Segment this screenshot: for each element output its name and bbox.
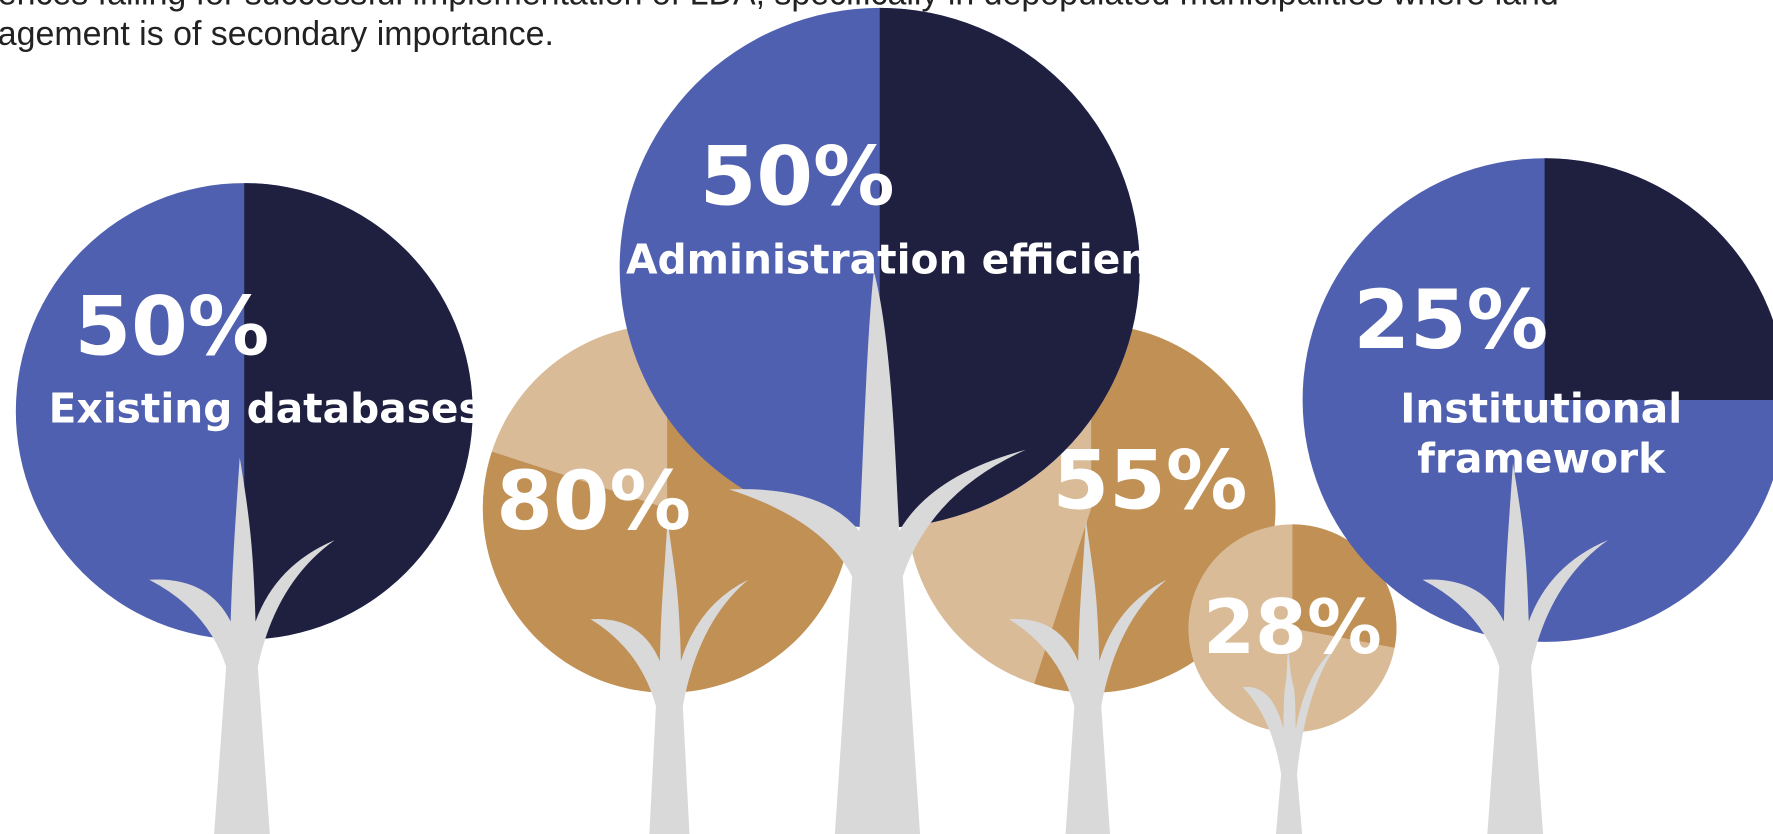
tree: 50% Existing databases <box>16 183 483 834</box>
percent-label: 50% <box>700 129 895 224</box>
body-text-line: ences failing for successful implementat… <box>0 0 1559 13</box>
pie-wedge <box>1545 158 1773 400</box>
percent-label: 55% <box>1053 433 1248 528</box>
body-text-line: agement is of secondary importance. <box>0 15 554 53</box>
tree-title: framework <box>1417 434 1666 482</box>
tree: 50% Administration efficien <box>620 8 1150 834</box>
percent-label: 28% <box>1203 584 1382 671</box>
page: ences failing for successful implementat… <box>0 0 1773 834</box>
tree-title: Existing databases <box>49 385 483 433</box>
tree: 28% <box>1188 524 1396 834</box>
infographic: ences failing for successful implementat… <box>0 0 1773 834</box>
tree-title: Administration efficien <box>626 235 1149 283</box>
percent-label: 25% <box>1353 273 1548 368</box>
percent-label: 80% <box>496 454 691 549</box>
tree-title: Institutional <box>1400 385 1682 433</box>
percent-label: 50% <box>74 280 269 375</box>
